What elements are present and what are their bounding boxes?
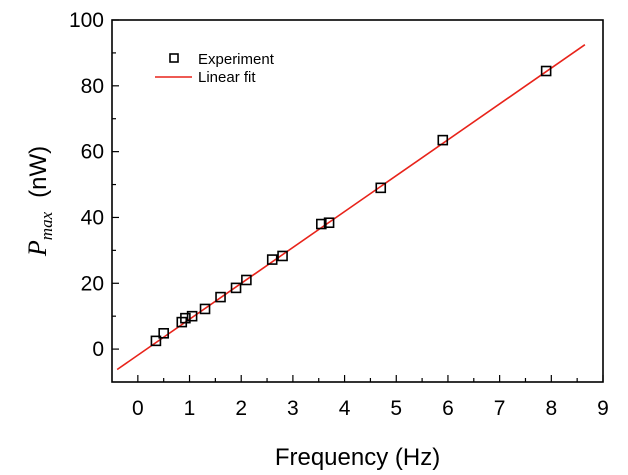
data-point xyxy=(323,217,335,229)
x-tick-label: 0 xyxy=(132,397,144,420)
x-axis-title: Frequency (Hz) xyxy=(275,444,440,471)
y-tick-label: 20 xyxy=(81,272,104,295)
y-axis-title-main: P xyxy=(23,240,52,257)
y-axis: 0 20 40 60 80 100 xyxy=(69,9,119,361)
linear-fit-line xyxy=(116,44,586,371)
y-tick-label: 80 xyxy=(81,75,104,98)
x-axis: 0 1 2 3 4 5 6 7 8 9 xyxy=(132,375,609,420)
data-point xyxy=(199,303,211,315)
legend-label-linear-fit: Linear fit xyxy=(198,69,256,86)
y-axis-title-subscript: max xyxy=(37,211,56,240)
data-point xyxy=(266,254,278,265)
x-tick-label: 4 xyxy=(339,397,351,420)
x-tick-label: 7 xyxy=(494,397,506,420)
data-point xyxy=(277,250,288,262)
y-tick-label: 60 xyxy=(81,141,104,164)
data-point xyxy=(540,65,552,77)
y-axis-title-unit: (nW) xyxy=(25,146,52,198)
data-point xyxy=(241,274,252,286)
data-point xyxy=(150,335,162,347)
data-point xyxy=(316,218,327,230)
data-point xyxy=(215,291,226,303)
data-point xyxy=(180,312,191,324)
y-tick-label: 100 xyxy=(69,9,104,32)
data-point xyxy=(186,310,198,322)
data-point xyxy=(437,134,449,146)
x-tick-label: 5 xyxy=(390,397,402,420)
series-layer xyxy=(116,44,586,371)
x-tick-label: 1 xyxy=(184,397,196,420)
x-tick-label: 8 xyxy=(545,397,557,420)
x-tick-label: 6 xyxy=(442,397,454,420)
y-tick-label: 0 xyxy=(92,338,104,361)
y-axis-title: Pmax (nW) xyxy=(23,146,56,257)
x-tick-label: 9 xyxy=(597,397,609,420)
legend: Experiment Linear fit xyxy=(155,51,275,86)
y-tick-label: 40 xyxy=(81,206,104,229)
data-point xyxy=(230,282,242,294)
plot-area xyxy=(111,19,604,383)
plot-frame xyxy=(111,19,604,383)
legend-marker-experiment xyxy=(169,53,179,63)
legend-label-experiment: Experiment xyxy=(198,51,275,68)
svg-text:Pmax(nW): Pmax (nW) xyxy=(23,146,56,257)
data-point xyxy=(375,182,387,194)
x-tick-label: 2 xyxy=(235,397,247,420)
x-tick-label: 3 xyxy=(287,397,299,420)
data-point xyxy=(158,327,169,339)
